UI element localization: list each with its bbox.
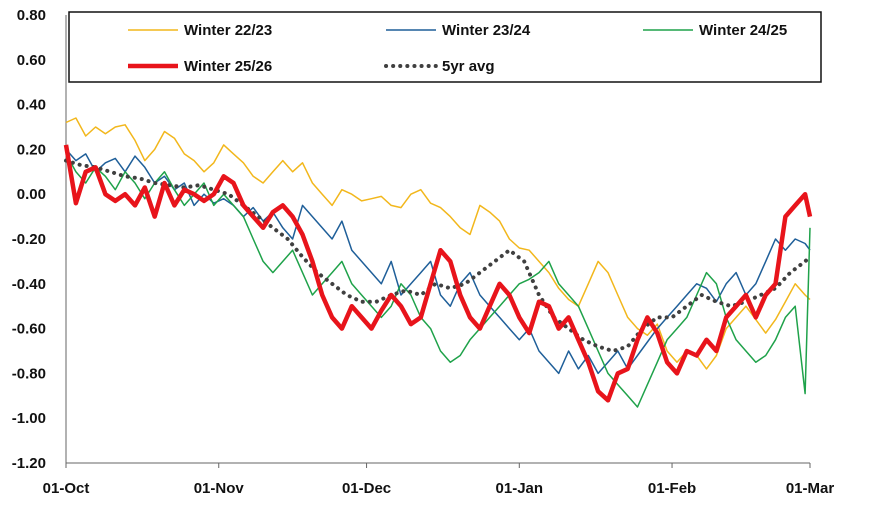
y-tick-label: 0.20: [17, 141, 46, 158]
x-tick-label: 01-Oct: [43, 480, 90, 497]
x-tick-label: 01-Feb: [648, 480, 696, 497]
legend-item-winter-24-25: Winter 24/25: [643, 22, 787, 39]
y-tick-label: 0.00: [17, 186, 46, 203]
legend-label: Winter 24/25: [699, 22, 787, 39]
legend: Winter 22/23 Winter 23/24 Winter 24/25 W…: [68, 11, 822, 83]
x-tick-label: 01-Mar: [786, 480, 835, 497]
x-tick-label: 01-Dec: [342, 480, 391, 497]
series-line-winter-25-26: [63, 144, 813, 403]
legend-item-winter-22-23: Winter 22/23: [128, 22, 272, 39]
y-tick-label: -1.20: [12, 455, 46, 472]
series-line-5yr-avg: [64, 158, 812, 353]
axes: [65, 15, 811, 468]
legend-label: Winter 23/24: [442, 22, 531, 39]
legend-item-winter-23-24: Winter 23/24: [386, 22, 531, 39]
legend-box: [68, 11, 822, 83]
y-tick-label: 0.80: [17, 7, 46, 24]
y-tick-label: -0.20: [12, 231, 46, 248]
y-tick-label: -1.00: [12, 410, 46, 427]
series-line-winter-22-23: [65, 117, 811, 370]
legend-label: Winter 25/26: [184, 58, 272, 75]
y-tick-label: 0.60: [17, 52, 46, 69]
y-tick-labels: 0.80 0.60 0.40 0.20 0.00 -0.20 -0.40 -0.60 -0.80…: [12, 7, 46, 472]
series-line-winter-24-25: [65, 153, 811, 408]
legend-item-winter-25-26: Winter 25/26: [128, 58, 272, 75]
y-tick-label: 0.40: [17, 97, 46, 114]
legend-label: Winter 22/23: [184, 22, 272, 39]
y-tick-label: -0.80: [12, 365, 46, 382]
series-lines: [63, 117, 813, 408]
x-tick-label: 01-Jan: [496, 480, 544, 497]
y-tick-label: -0.60: [12, 321, 46, 338]
x-tick-labels: 01-Oct 01-Nov 01-Dec 01-Jan 01-Feb 01-Mar: [43, 480, 835, 497]
y-tick-label: -0.40: [12, 276, 46, 293]
legend-label: 5yr avg: [442, 58, 495, 75]
x-tick-label: 01-Nov: [194, 480, 245, 497]
legend-item-5yr-avg: 5yr avg: [384, 58, 495, 75]
